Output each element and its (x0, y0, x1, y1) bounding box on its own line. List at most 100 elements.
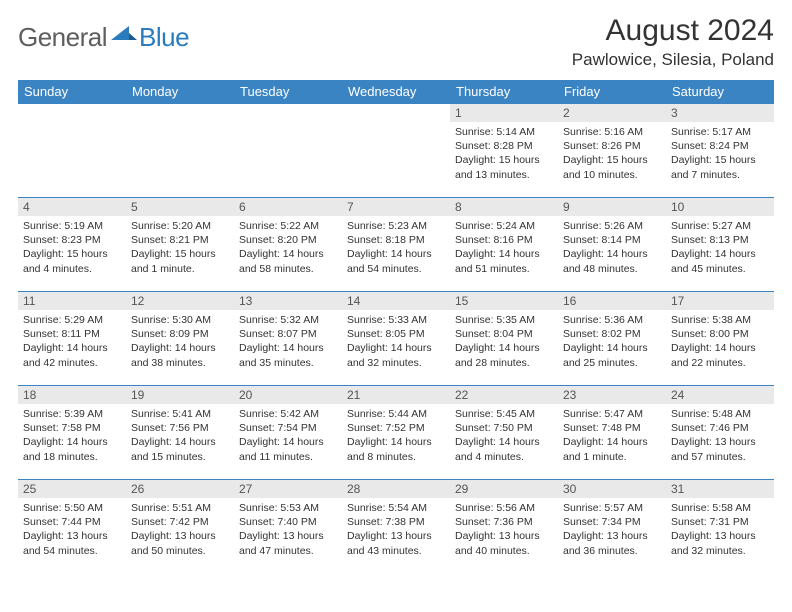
calendar-cell: 26Sunrise: 5:51 AMSunset: 7:42 PMDayligh… (126, 480, 234, 574)
day-data: Sunrise: 5:45 AMSunset: 7:50 PMDaylight:… (450, 404, 558, 466)
dow-sun: Sunday (18, 80, 126, 104)
day-data: Sunrise: 5:20 AMSunset: 8:21 PMDaylight:… (126, 216, 234, 278)
logo-text-1: General (18, 22, 107, 53)
day-number: 19 (126, 386, 234, 404)
day-number: 12 (126, 292, 234, 310)
day-data: Sunrise: 5:38 AMSunset: 8:00 PMDaylight:… (666, 310, 774, 372)
day-data: Sunrise: 5:58 AMSunset: 7:31 PMDaylight:… (666, 498, 774, 560)
calendar-cell: 22Sunrise: 5:45 AMSunset: 7:50 PMDayligh… (450, 386, 558, 480)
day-number: 28 (342, 480, 450, 498)
day-number: 23 (558, 386, 666, 404)
dow-thu: Thursday (450, 80, 558, 104)
calendar-cell: 30Sunrise: 5:57 AMSunset: 7:34 PMDayligh… (558, 480, 666, 574)
calendar-cell: 6Sunrise: 5:22 AMSunset: 8:20 PMDaylight… (234, 198, 342, 292)
day-number: 27 (234, 480, 342, 498)
calendar-cell: 1Sunrise: 5:14 AMSunset: 8:28 PMDaylight… (450, 104, 558, 198)
dow-row: Sunday Monday Tuesday Wednesday Thursday… (18, 80, 774, 104)
calendar-cell: 14Sunrise: 5:33 AMSunset: 8:05 PMDayligh… (342, 292, 450, 386)
day-data: Sunrise: 5:44 AMSunset: 7:52 PMDaylight:… (342, 404, 450, 466)
calendar-table: Sunday Monday Tuesday Wednesday Thursday… (18, 80, 774, 574)
day-data: Sunrise: 5:36 AMSunset: 8:02 PMDaylight:… (558, 310, 666, 372)
calendar-cell: 12Sunrise: 5:30 AMSunset: 8:09 PMDayligh… (126, 292, 234, 386)
day-number: 17 (666, 292, 774, 310)
day-data: Sunrise: 5:17 AMSunset: 8:24 PMDaylight:… (666, 122, 774, 184)
dow-fri: Friday (558, 80, 666, 104)
day-number: 4 (18, 198, 126, 216)
calendar-cell: 10Sunrise: 5:27 AMSunset: 8:13 PMDayligh… (666, 198, 774, 292)
calendar-row: 4Sunrise: 5:19 AMSunset: 8:23 PMDaylight… (18, 198, 774, 292)
day-data: Sunrise: 5:39 AMSunset: 7:58 PMDaylight:… (18, 404, 126, 466)
calendar-cell: 8Sunrise: 5:24 AMSunset: 8:16 PMDaylight… (450, 198, 558, 292)
day-number: 20 (234, 386, 342, 404)
day-data: Sunrise: 5:24 AMSunset: 8:16 PMDaylight:… (450, 216, 558, 278)
day-number: 8 (450, 198, 558, 216)
calendar-cell: 13Sunrise: 5:32 AMSunset: 8:07 PMDayligh… (234, 292, 342, 386)
calendar-cell (126, 104, 234, 198)
day-data: Sunrise: 5:50 AMSunset: 7:44 PMDaylight:… (18, 498, 126, 560)
day-data: Sunrise: 5:16 AMSunset: 8:26 PMDaylight:… (558, 122, 666, 184)
day-number: 15 (450, 292, 558, 310)
location-text: Pawlowice, Silesia, Poland (572, 50, 774, 70)
page-title: August 2024 (572, 14, 774, 48)
day-number: 26 (126, 480, 234, 498)
calendar-cell: 31Sunrise: 5:58 AMSunset: 7:31 PMDayligh… (666, 480, 774, 574)
calendar-cell: 28Sunrise: 5:54 AMSunset: 7:38 PMDayligh… (342, 480, 450, 574)
day-number: 13 (234, 292, 342, 310)
calendar-cell: 23Sunrise: 5:47 AMSunset: 7:48 PMDayligh… (558, 386, 666, 480)
header: General Blue August 2024 Pawlowice, Sile… (18, 14, 774, 70)
day-data: Sunrise: 5:14 AMSunset: 8:28 PMDaylight:… (450, 122, 558, 184)
day-data: Sunrise: 5:27 AMSunset: 8:13 PMDaylight:… (666, 216, 774, 278)
day-number: 24 (666, 386, 774, 404)
day-number: 29 (450, 480, 558, 498)
day-number: 30 (558, 480, 666, 498)
calendar-cell: 24Sunrise: 5:48 AMSunset: 7:46 PMDayligh… (666, 386, 774, 480)
calendar-cell: 27Sunrise: 5:53 AMSunset: 7:40 PMDayligh… (234, 480, 342, 574)
logo: General Blue (18, 22, 189, 53)
calendar-cell: 5Sunrise: 5:20 AMSunset: 8:21 PMDaylight… (126, 198, 234, 292)
calendar-cell: 16Sunrise: 5:36 AMSunset: 8:02 PMDayligh… (558, 292, 666, 386)
calendar-cell: 3Sunrise: 5:17 AMSunset: 8:24 PMDaylight… (666, 104, 774, 198)
day-number: 25 (18, 480, 126, 498)
day-number: 10 (666, 198, 774, 216)
title-block: August 2024 Pawlowice, Silesia, Poland (572, 14, 774, 70)
dow-tue: Tuesday (234, 80, 342, 104)
logo-mark-icon (111, 24, 137, 47)
day-data: Sunrise: 5:54 AMSunset: 7:38 PMDaylight:… (342, 498, 450, 560)
calendar-cell: 18Sunrise: 5:39 AMSunset: 7:58 PMDayligh… (18, 386, 126, 480)
day-data: Sunrise: 5:26 AMSunset: 8:14 PMDaylight:… (558, 216, 666, 278)
day-number: 6 (234, 198, 342, 216)
day-data: Sunrise: 5:29 AMSunset: 8:11 PMDaylight:… (18, 310, 126, 372)
calendar-row: 1Sunrise: 5:14 AMSunset: 8:28 PMDaylight… (18, 104, 774, 198)
calendar-cell: 25Sunrise: 5:50 AMSunset: 7:44 PMDayligh… (18, 480, 126, 574)
day-data: Sunrise: 5:33 AMSunset: 8:05 PMDaylight:… (342, 310, 450, 372)
day-data: Sunrise: 5:41 AMSunset: 7:56 PMDaylight:… (126, 404, 234, 466)
day-number: 14 (342, 292, 450, 310)
day-data: Sunrise: 5:22 AMSunset: 8:20 PMDaylight:… (234, 216, 342, 278)
calendar-cell: 11Sunrise: 5:29 AMSunset: 8:11 PMDayligh… (18, 292, 126, 386)
calendar-cell: 2Sunrise: 5:16 AMSunset: 8:26 PMDaylight… (558, 104, 666, 198)
calendar-cell: 19Sunrise: 5:41 AMSunset: 7:56 PMDayligh… (126, 386, 234, 480)
day-data: Sunrise: 5:47 AMSunset: 7:48 PMDaylight:… (558, 404, 666, 466)
day-data: Sunrise: 5:35 AMSunset: 8:04 PMDaylight:… (450, 310, 558, 372)
day-data: Sunrise: 5:32 AMSunset: 8:07 PMDaylight:… (234, 310, 342, 372)
day-data: Sunrise: 5:53 AMSunset: 7:40 PMDaylight:… (234, 498, 342, 560)
calendar-row: 18Sunrise: 5:39 AMSunset: 7:58 PMDayligh… (18, 386, 774, 480)
calendar-cell: 29Sunrise: 5:56 AMSunset: 7:36 PMDayligh… (450, 480, 558, 574)
calendar-cell (342, 104, 450, 198)
day-number: 7 (342, 198, 450, 216)
day-number: 31 (666, 480, 774, 498)
day-data: Sunrise: 5:30 AMSunset: 8:09 PMDaylight:… (126, 310, 234, 372)
day-number: 22 (450, 386, 558, 404)
calendar-row: 25Sunrise: 5:50 AMSunset: 7:44 PMDayligh… (18, 480, 774, 574)
logo-text-2: Blue (139, 22, 189, 53)
calendar-cell: 15Sunrise: 5:35 AMSunset: 8:04 PMDayligh… (450, 292, 558, 386)
day-number: 16 (558, 292, 666, 310)
day-data: Sunrise: 5:42 AMSunset: 7:54 PMDaylight:… (234, 404, 342, 466)
day-data: Sunrise: 5:19 AMSunset: 8:23 PMDaylight:… (18, 216, 126, 278)
day-number: 11 (18, 292, 126, 310)
day-number: 21 (342, 386, 450, 404)
calendar-cell (234, 104, 342, 198)
day-number: 3 (666, 104, 774, 122)
day-data: Sunrise: 5:56 AMSunset: 7:36 PMDaylight:… (450, 498, 558, 560)
day-number: 18 (18, 386, 126, 404)
